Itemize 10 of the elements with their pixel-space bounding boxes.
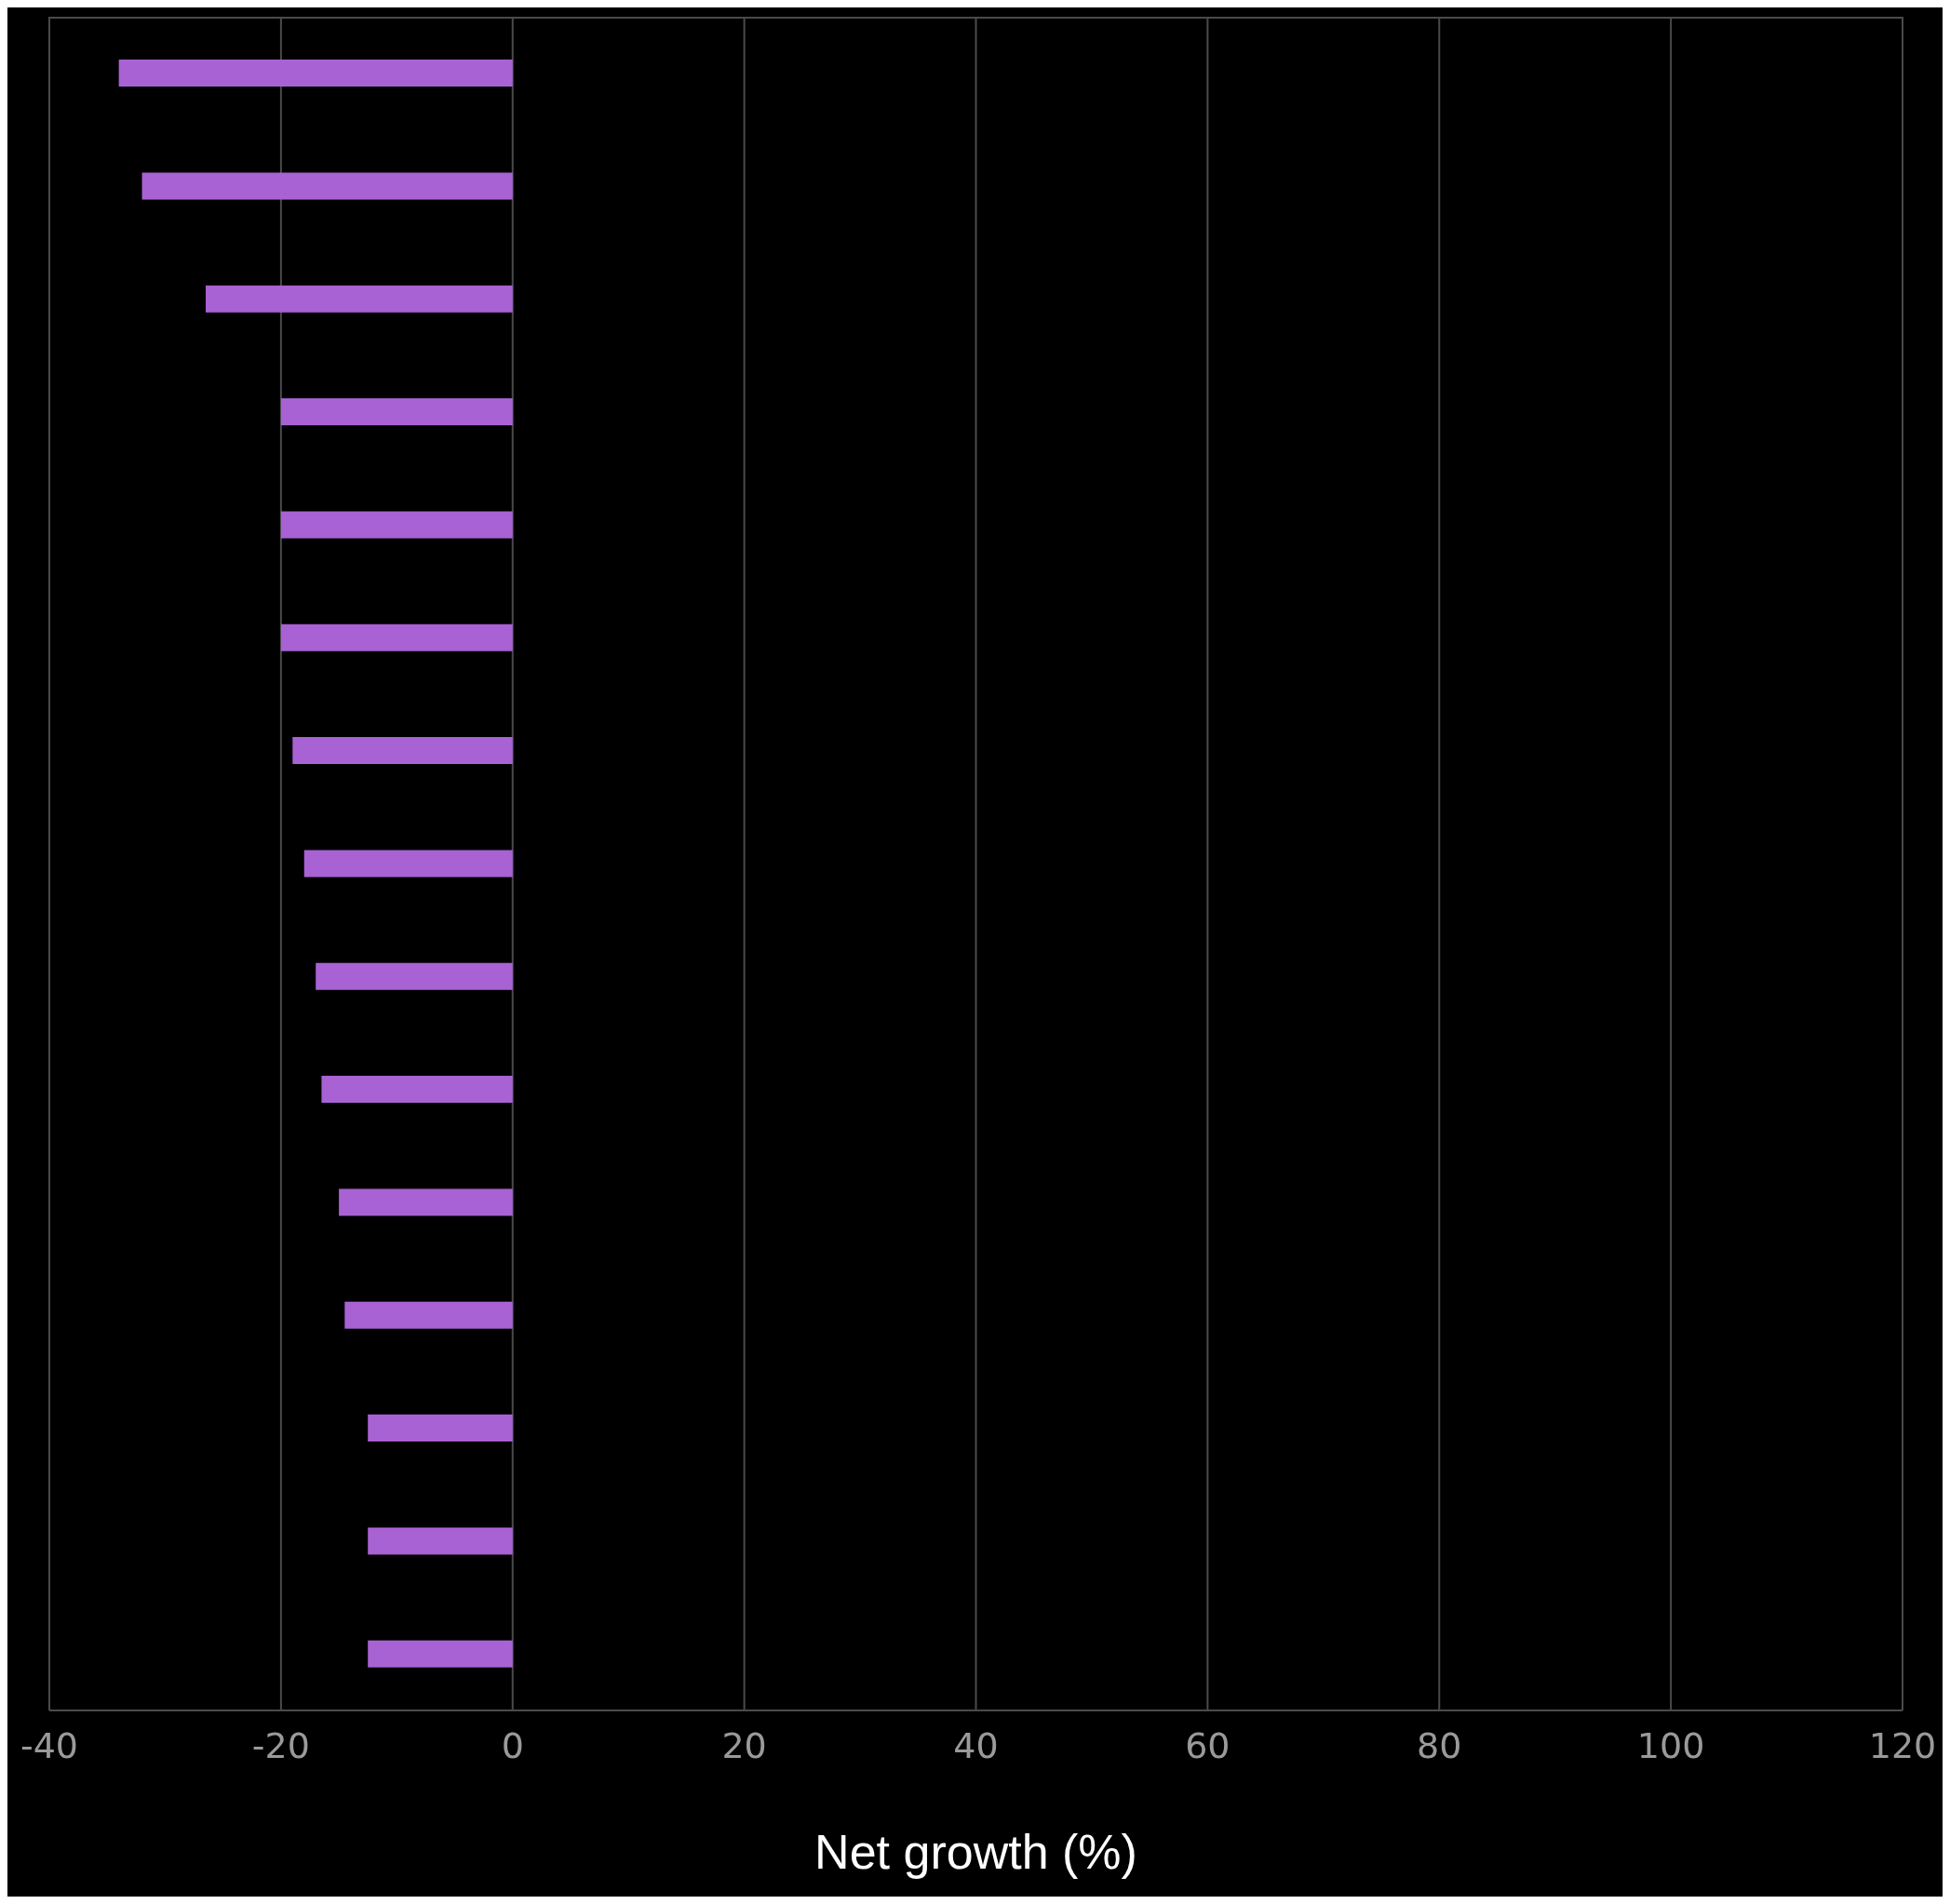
x-tick-label: 0: [501, 1724, 524, 1766]
x-tick-label: 100: [1636, 1724, 1705, 1766]
x-tick-label: 40: [953, 1724, 999, 1766]
x-axis-title: Net growth (%): [814, 1825, 1137, 1879]
x-tick-label: -40: [20, 1724, 79, 1766]
x-tick-label: 120: [1868, 1724, 1937, 1766]
x-tick-label: 60: [1185, 1724, 1231, 1766]
x-tick-label: -20: [251, 1724, 310, 1766]
x-tick-label: 20: [721, 1724, 767, 1766]
x-tick-label: 80: [1417, 1724, 1462, 1766]
